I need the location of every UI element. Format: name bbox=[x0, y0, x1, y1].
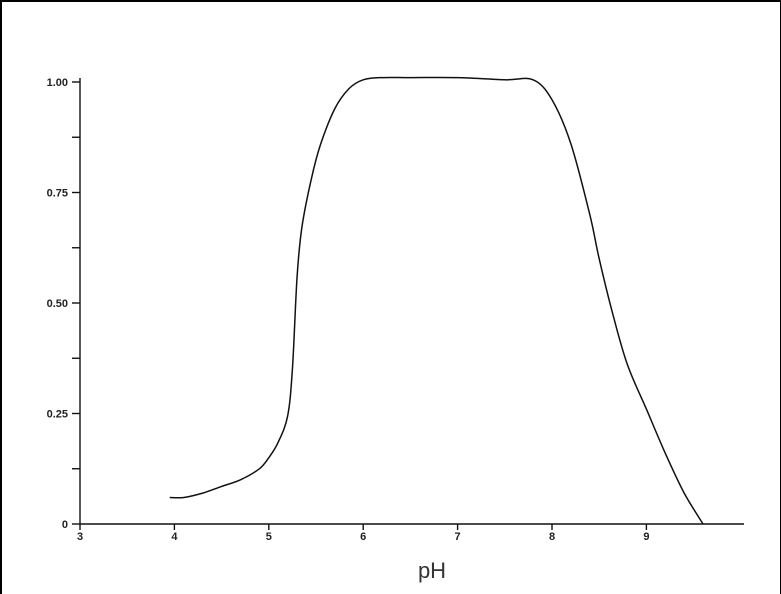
series-line bbox=[169, 76, 704, 525]
x-tick-label: 8 bbox=[549, 531, 555, 543]
y-tick-label: 0.25 bbox=[47, 409, 68, 421]
x-ticks: 3 4 5 6 7 8 9 bbox=[77, 524, 649, 543]
y-tick-label: 0.50 bbox=[47, 298, 68, 310]
x-tick-label: 9 bbox=[643, 531, 649, 543]
x-tick-label: 6 bbox=[360, 531, 366, 543]
x-tick-label: 7 bbox=[455, 531, 461, 543]
x-tick-label: 3 bbox=[77, 531, 83, 543]
y-tick-label: 0 bbox=[62, 519, 68, 531]
x-axis-title: pH bbox=[418, 558, 446, 583]
x-tick-label: 5 bbox=[266, 531, 272, 543]
axes bbox=[79, 78, 744, 525]
series-group bbox=[169, 76, 704, 525]
y-ticks: 0 0.25 0.50 0.75 1.00 bbox=[47, 77, 80, 531]
y-tick-label: 0.75 bbox=[47, 188, 68, 200]
y-tick-label: 1.00 bbox=[47, 77, 68, 89]
x-tick-label: 4 bbox=[171, 531, 178, 543]
